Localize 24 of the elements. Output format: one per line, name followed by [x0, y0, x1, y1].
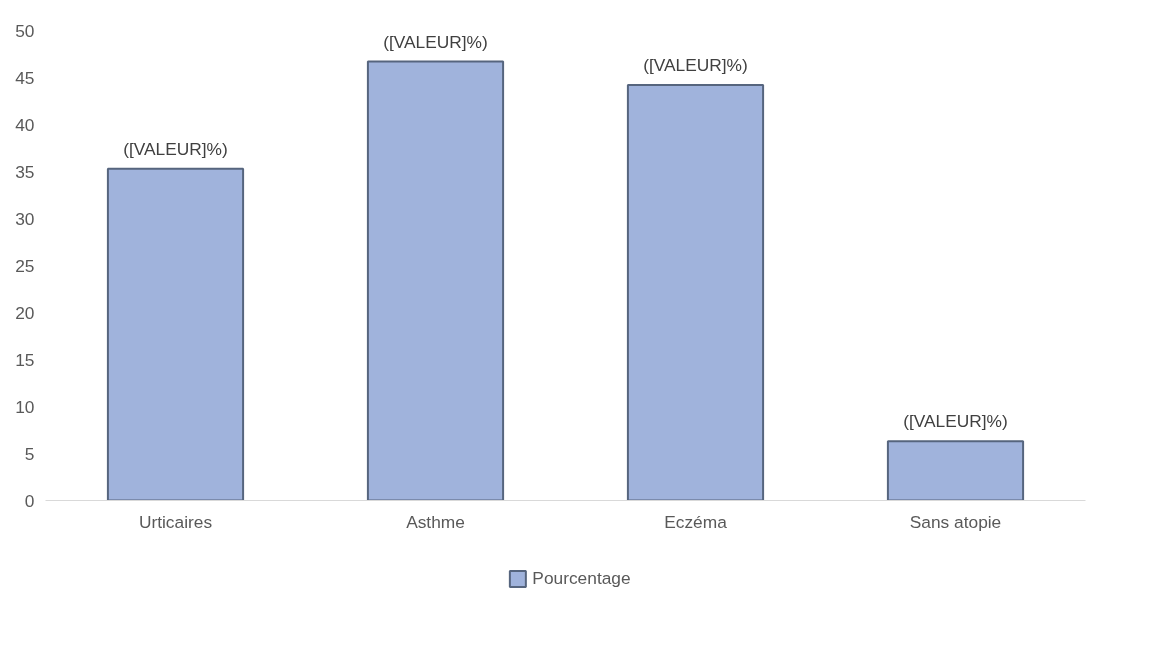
x-tick-label: Asthme — [406, 511, 465, 532]
x-tick-label: Sans atopie — [909, 511, 1002, 532]
y-tick-label: 35 — [15, 161, 35, 182]
y-tick-label: 30 — [15, 208, 35, 229]
data-label: ([VALEUR]%) — [383, 31, 488, 52]
data-label: ([VALEUR]%) — [643, 55, 748, 76]
y-tick-label: 5 — [24, 443, 35, 464]
y-tick-label: 20 — [15, 302, 35, 323]
y-tick-label: 40 — [15, 114, 35, 135]
bar — [106, 167, 245, 501]
bar — [886, 440, 1025, 501]
bar — [366, 60, 505, 501]
y-tick-label: 10 — [15, 396, 35, 417]
data-label: ([VALEUR]%) — [123, 138, 228, 159]
y-tick-label: 50 — [15, 20, 35, 41]
y-tick-label: 45 — [15, 67, 35, 88]
legend-label: Pourcentage — [532, 567, 631, 589]
y-tick-label: 0 — [24, 490, 35, 511]
y-tick-label: 25 — [15, 255, 35, 276]
x-tick-label: Urticaires — [138, 511, 213, 532]
x-tick-label: Eczéma — [664, 511, 728, 532]
bar — [626, 84, 765, 501]
y-tick-label: 15 — [15, 349, 35, 370]
data-label: ([VALEUR]%) — [903, 411, 1008, 432]
